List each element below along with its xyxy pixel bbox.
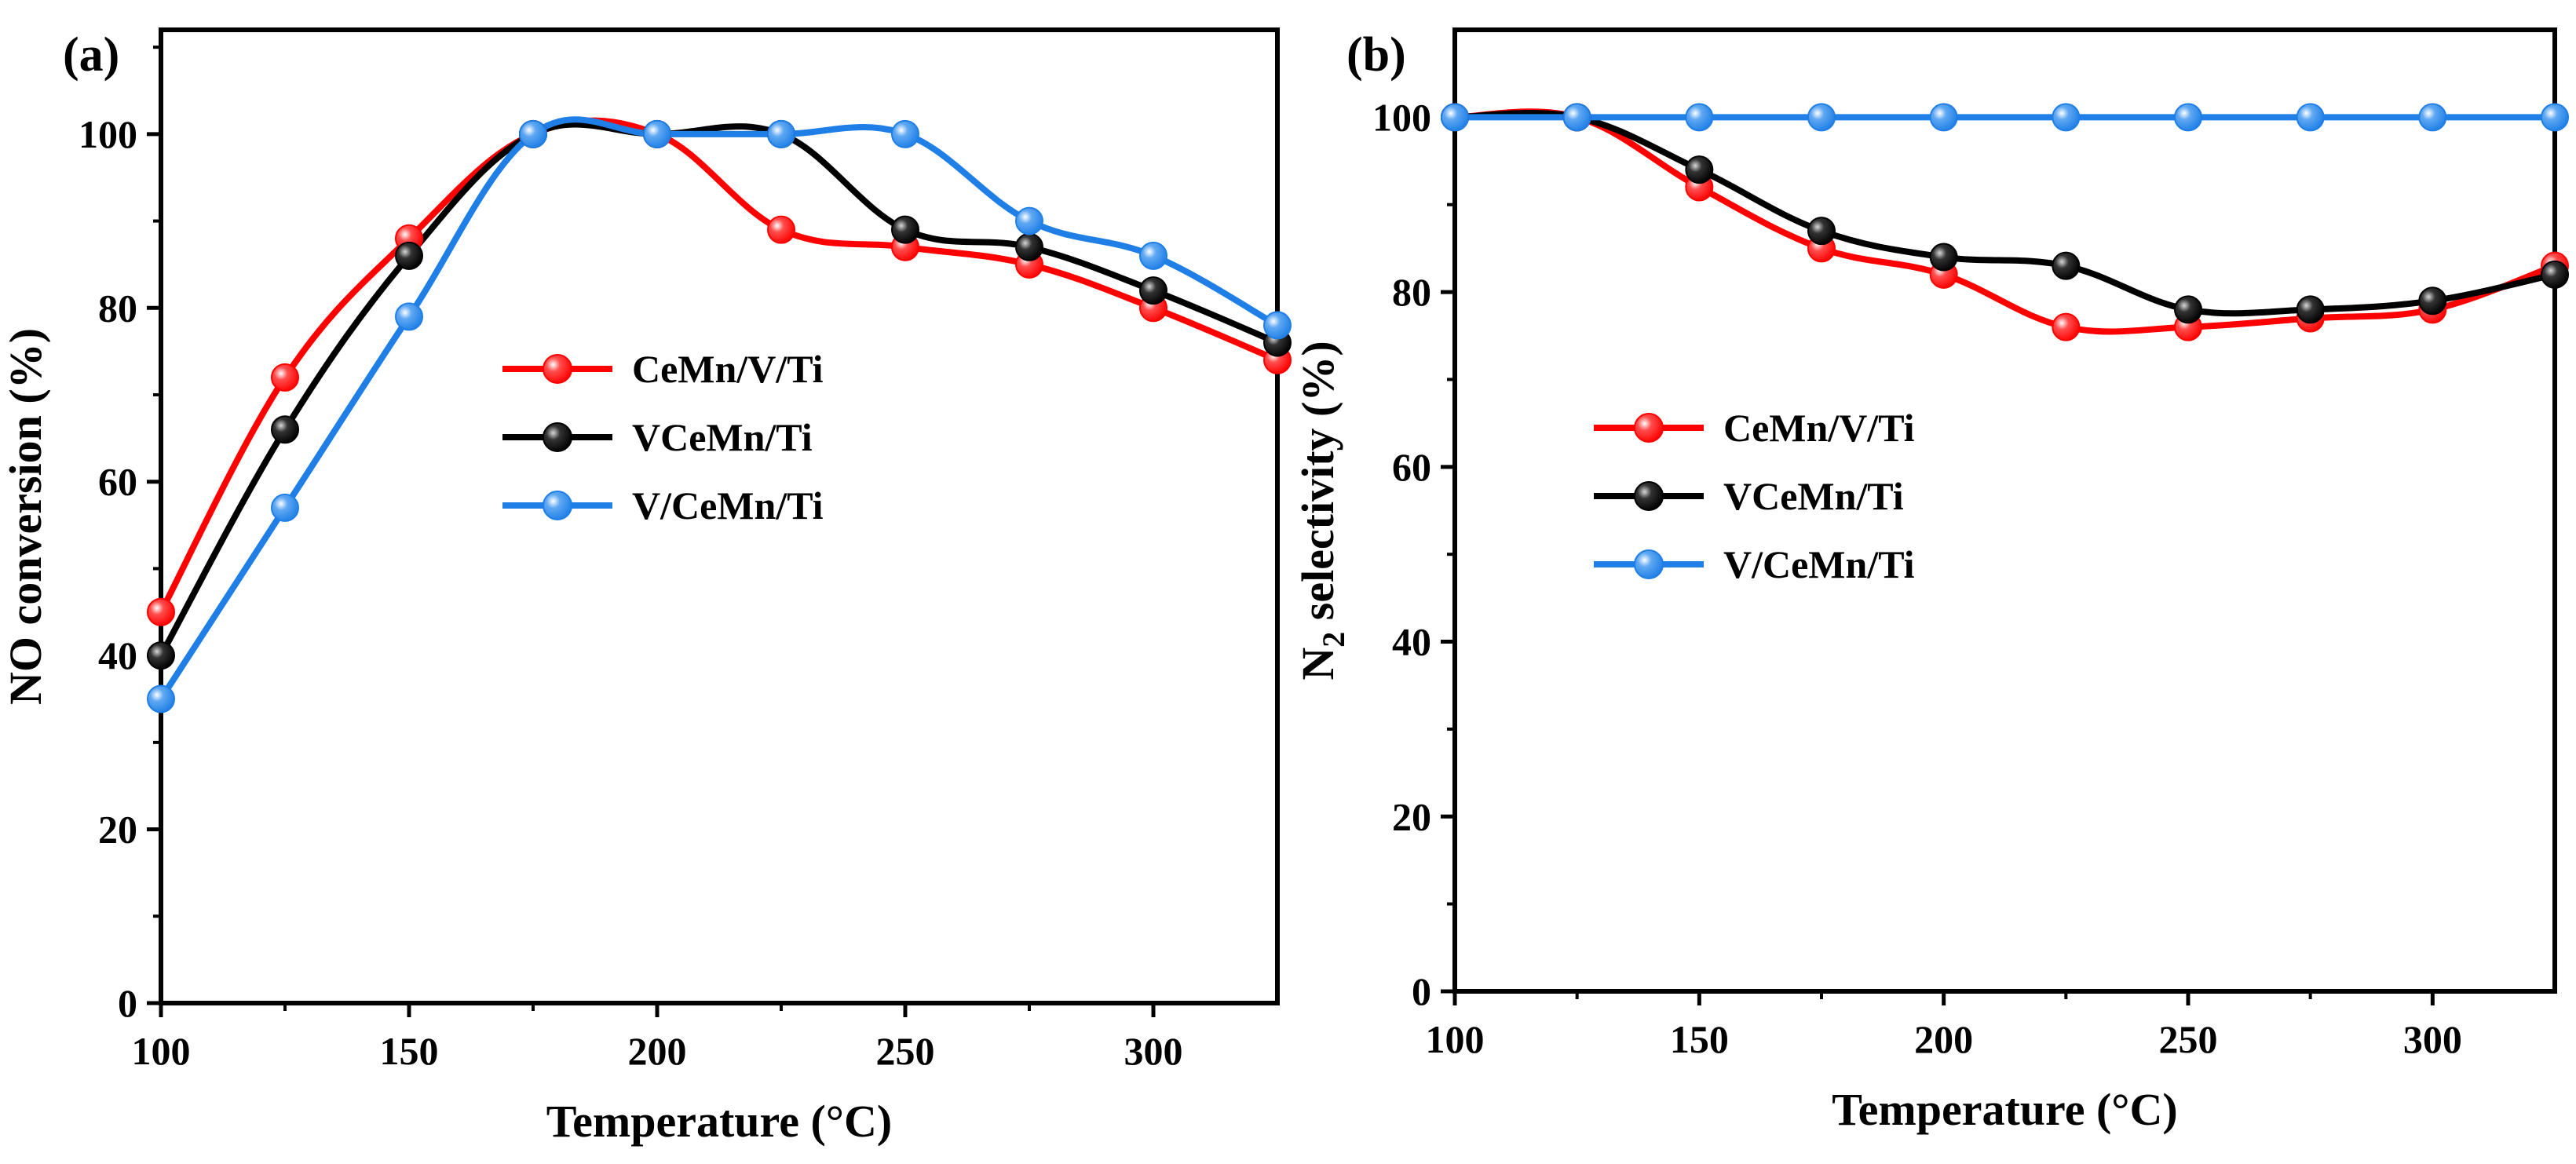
data-point	[147, 597, 175, 626]
data-point	[519, 119, 547, 148]
x-tick-label: 250	[2159, 1017, 2218, 1061]
y-axis-title-rest: selectivity (%)	[1292, 341, 1343, 631]
data-point	[643, 119, 671, 148]
y-axis-title-subscript: 2	[1316, 632, 1351, 648]
data-point	[767, 119, 795, 148]
data-point	[2296, 103, 2325, 132]
x-tick-label: 300	[2403, 1017, 2462, 1061]
data-point	[2052, 312, 2081, 341]
data-point	[1929, 103, 1958, 132]
legend-label: V/CeMn/Ti	[1723, 542, 1915, 586]
y-tick-label: 20	[98, 808, 137, 852]
data-point	[1015, 206, 1043, 235]
data-point	[395, 302, 423, 331]
x-tick-label: 200	[628, 1029, 687, 1073]
data-point	[1139, 276, 1167, 305]
x-axis-title: Temperature (°C)	[546, 1096, 892, 1147]
data-point	[1015, 232, 1043, 261]
series-line-2	[1455, 110, 2555, 317]
data-point	[1807, 217, 1836, 246]
legend-marker	[1634, 549, 1664, 579]
y-tick-label: 80	[98, 286, 137, 330]
data-point	[1441, 103, 1469, 132]
legend-label: V/CeMn/Ti	[632, 483, 824, 527]
data-point	[2541, 103, 2569, 132]
y-tick-label: 80	[1392, 270, 1431, 314]
y-tick-label: 0	[1412, 969, 1431, 1013]
legend-label: CeMn/V/Ti	[632, 347, 824, 391]
y-tick-label: 60	[1392, 445, 1431, 489]
x-tick-label: 100	[132, 1029, 191, 1073]
panel-label: (a)	[63, 28, 119, 82]
y-axis-title: N2 selectivity (%)	[1292, 341, 1351, 680]
panel-label: (b)	[1346, 28, 1406, 82]
legend-marker	[543, 422, 572, 452]
legend-label: CeMn/V/Ti	[1723, 406, 1915, 450]
data-point	[891, 215, 919, 244]
data-point	[2174, 103, 2202, 132]
data-point	[1263, 311, 1292, 340]
chart-panel-b: 100 150 200 250 300 0 20 40 60 80 100 Temperature (…	[1292, 27, 2569, 1135]
y-axis-title-main: N	[1292, 648, 1343, 681]
series-layer	[161, 116, 1277, 702]
data-point	[147, 684, 175, 713]
series-line-3	[161, 116, 1277, 702]
data-point	[395, 241, 423, 270]
data-point	[1139, 241, 1167, 270]
data-point	[271, 415, 299, 444]
data-point	[2418, 103, 2447, 132]
legend-marker	[1634, 481, 1664, 511]
data-point	[2541, 260, 2569, 289]
data-point	[2052, 251, 2081, 280]
data-point	[1929, 243, 1958, 272]
x-tick-label: 100	[1426, 1017, 1485, 1061]
data-point	[767, 215, 795, 244]
plot-frame	[159, 27, 1280, 1005]
legend-marker	[543, 491, 572, 520]
marker-layer	[147, 119, 1292, 713]
legend-label: VCeMn/Ti	[1723, 474, 1904, 518]
data-point	[271, 493, 299, 522]
data-point	[1685, 155, 1714, 184]
series-layer	[1455, 108, 2555, 335]
x-tick-label: 250	[876, 1029, 935, 1073]
y-tick-label: 40	[1392, 620, 1431, 664]
legend: CeMn/V/Ti VCeMn/Ti V/CeMn/Ti	[1594, 406, 1915, 586]
data-point	[147, 641, 175, 670]
legend-label: VCeMn/Ti	[632, 415, 813, 459]
data-point	[1562, 103, 1591, 132]
y-axis-title: NO conversion (%)	[0, 328, 51, 705]
x-tick-label: 150	[380, 1029, 439, 1073]
series-line-1	[161, 117, 1277, 615]
y-tick-label: 40	[98, 633, 137, 677]
x-axis-title: Temperature (°C)	[1832, 1084, 2177, 1135]
data-point	[891, 119, 919, 148]
x-tick-label: 150	[1670, 1017, 1729, 1061]
legend: CeMn/V/Ti VCeMn/Ti V/CeMn/Ti	[502, 347, 824, 527]
y-tick-label: 100	[79, 112, 137, 156]
y-tick-label: 100	[1372, 95, 1431, 139]
data-point	[2418, 286, 2447, 316]
series-line-1	[1455, 108, 2555, 335]
legend-marker	[543, 354, 572, 384]
data-point	[1807, 103, 1836, 132]
marker-layer	[1441, 103, 2569, 341]
plot-frame	[1452, 27, 2557, 994]
chart-panel-a: 100 150 200 250 300 0 20 40 60 80 100 Temperature (…	[0, 27, 1292, 1147]
data-point	[2296, 295, 2325, 324]
legend-marker	[1634, 413, 1664, 443]
data-point	[271, 363, 299, 392]
x-tick-label: 200	[1914, 1017, 1973, 1061]
data-point	[2052, 103, 2081, 132]
data-point	[2174, 295, 2202, 324]
data-point	[1685, 103, 1714, 132]
y-tick-label: 20	[1392, 794, 1431, 838]
x-tick-label: 300	[1124, 1029, 1183, 1073]
y-tick-label: 0	[118, 981, 137, 1025]
y-tick-label: 60	[98, 460, 137, 504]
